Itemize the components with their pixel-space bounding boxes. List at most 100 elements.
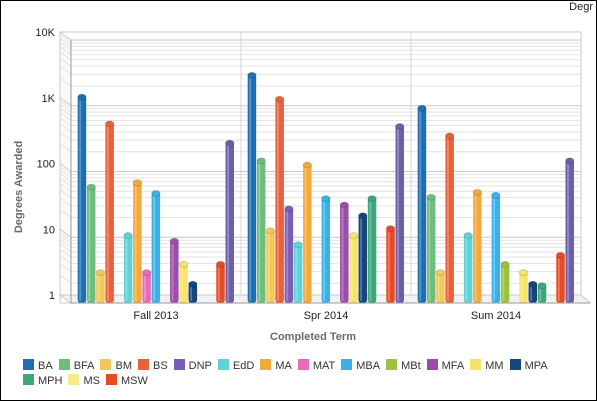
bar-highlight: [88, 188, 91, 301]
legend-label: MSW: [120, 375, 148, 387]
bars-layer: [77, 71, 575, 304]
axis-layer: 1 10 100 1K 10K Fall 2013 Spr 2014 Sum 2014: [35, 27, 590, 322]
legend-item-mba[interactable]: MBA: [341, 359, 380, 374]
side-gridline: [59, 177, 72, 187]
bar-bs-0: [104, 120, 115, 303]
bar-cap: [256, 157, 266, 165]
bar-bm-0: [95, 269, 106, 303]
legend-label: MFA: [441, 360, 465, 372]
side-gridline: [59, 294, 72, 304]
bar-body: [537, 284, 547, 303]
legend-label: MS: [83, 375, 100, 387]
bar-body: [473, 191, 482, 303]
bar-body: [426, 196, 436, 303]
side-gridline: [59, 209, 72, 218]
bar-body: [284, 207, 294, 303]
x-tick-label: Spr 2014: [304, 310, 349, 322]
bar-body: [266, 229, 275, 303]
bar-body: [321, 197, 331, 303]
side-gridline: [59, 163, 72, 172]
legend-item-ms[interactable]: MS: [68, 374, 100, 389]
legend: BA BFA BM BS DNP EdD MA MAT MBA MBt MFA MM MPA MPH MS M…: [23, 359, 583, 389]
bar-cap: [491, 191, 501, 199]
bar-cap: [151, 189, 161, 197]
bar-body: [105, 122, 114, 303]
side-gridline: [59, 100, 72, 110]
bar-highlight: [350, 236, 353, 301]
bar-cap: [293, 241, 303, 249]
legend-item-bfa[interactable]: BFA: [58, 359, 95, 374]
legend-item-edd[interactable]: EdD: [217, 359, 255, 374]
bar-cap: [188, 280, 198, 288]
bar-body: [367, 197, 377, 303]
legend-item-ba[interactable]: BA: [23, 359, 53, 374]
bar-body: [565, 159, 575, 303]
legend-item-mph[interactable]: MPH: [23, 374, 62, 389]
bar-cap: [141, 269, 152, 277]
bar-highlight: [227, 144, 230, 301]
grid-layer: [58, 31, 592, 304]
x-tick-label: Sum 2014: [471, 310, 521, 322]
bar-highlight: [171, 242, 174, 301]
bar-highlight: [276, 100, 279, 301]
bar-body: [123, 234, 133, 303]
side-gridline: [59, 37, 72, 47]
legend-item-bs[interactable]: BS: [137, 359, 168, 374]
legend-item-mfa[interactable]: MFA: [426, 359, 465, 374]
bar-highlight: [106, 124, 109, 301]
bar-body: [179, 263, 188, 303]
bar-cap: [104, 120, 115, 128]
bar-highlight: [153, 194, 156, 301]
legend-swatch: [23, 374, 34, 385]
legend-item-mpa[interactable]: MPA: [509, 359, 548, 374]
legend-item-mat[interactable]: MAT: [297, 359, 335, 374]
bar-highlight: [79, 98, 82, 301]
side-gridline: [59, 228, 72, 238]
legend-label: BFA: [73, 360, 95, 372]
bar-body: [386, 227, 395, 303]
bar-body: [86, 186, 96, 303]
legend-item-mm[interactable]: MM: [470, 359, 504, 374]
side-gridline: [59, 166, 72, 175]
bar-highlight: [446, 136, 449, 301]
bar-cap: [528, 280, 538, 288]
bar-highlight: [97, 273, 100, 301]
bar-body: [491, 194, 501, 303]
side-gridline: [59, 189, 72, 199]
side-gridline: [59, 197, 72, 207]
bar-highlight: [180, 265, 183, 301]
legend-swatch: [217, 359, 229, 370]
legend-item-dnp[interactable]: DNP: [173, 359, 212, 374]
bar-cap: [518, 269, 529, 277]
side-gridline: [59, 274, 72, 284]
legend-label: MBA: [356, 360, 381, 372]
bar-msw-2: [555, 251, 566, 303]
side-gridline: [59, 239, 72, 248]
bar-mph2-2: [565, 157, 575, 303]
bar-cap: [444, 132, 455, 140]
legend-item-ma[interactable]: MA: [260, 359, 292, 374]
bar-body: [216, 263, 225, 303]
bar-cap: [537, 282, 547, 290]
y-tick-label: 1: [49, 290, 55, 302]
bar-body: [151, 192, 161, 303]
bar-body: [133, 181, 142, 303]
bar-msw-1: [385, 225, 396, 303]
bar-mm-0: [178, 260, 189, 303]
bar-highlight: [419, 109, 422, 301]
bar-ba-2: [417, 104, 427, 303]
bar-cap: [247, 71, 257, 79]
bar-body: [417, 107, 427, 303]
side-gridline: [59, 248, 72, 258]
legend-item-msw[interactable]: MSW: [105, 374, 148, 389]
side-gridline: [59, 65, 72, 75]
bar-body: [519, 271, 528, 303]
legend-label: EdD: [232, 360, 255, 372]
bar-highlight: [323, 199, 326, 301]
legend-item-bm[interactable]: BM: [100, 359, 132, 374]
bar-body: [340, 204, 349, 303]
bar-mbt-2: [500, 260, 510, 303]
legend-label: DNP: [188, 360, 212, 372]
bar-highlight: [134, 183, 137, 301]
legend-item-mbt[interactable]: MBt: [386, 359, 421, 374]
